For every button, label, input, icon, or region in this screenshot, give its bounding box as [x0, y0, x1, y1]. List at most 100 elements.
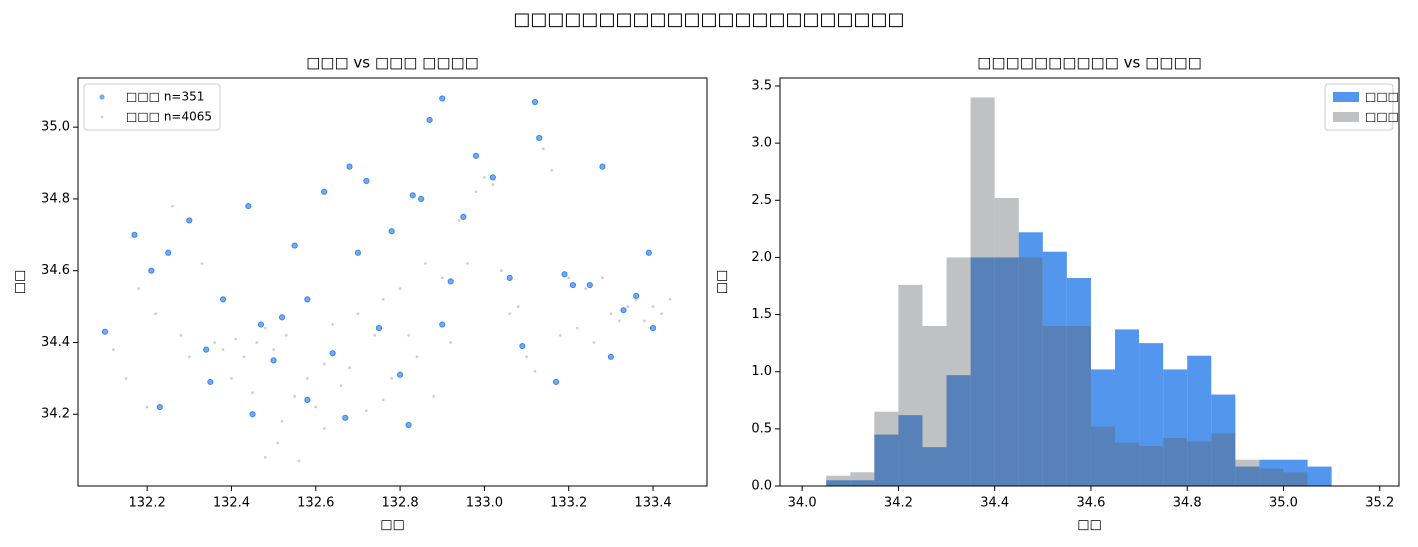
legend-swatch	[1333, 92, 1359, 102]
y-tick-label: 2.5	[751, 193, 772, 208]
background-point	[356, 312, 360, 316]
histogram-bar	[1139, 446, 1164, 486]
point	[426, 116, 433, 124]
background-point	[474, 190, 478, 194]
x-tick-label: 132.6	[297, 496, 334, 511]
background-point	[660, 312, 663, 316]
background-point	[322, 362, 326, 366]
background-point	[305, 376, 309, 380]
background-point	[331, 323, 335, 326]
histogram-bar	[826, 475, 851, 486]
background-point	[550, 168, 554, 172]
legend-marker	[100, 115, 104, 119]
histogram-bar	[946, 375, 971, 486]
point	[148, 267, 155, 274]
x-tick-label: 132.2	[129, 496, 166, 511]
x-tick-label: 34.6	[1076, 496, 1105, 511]
y-tick-label: 3.0	[751, 136, 772, 151]
x-tick-label: 34.0	[788, 496, 817, 511]
background-point	[339, 384, 343, 387]
background-point	[348, 366, 351, 369]
histogram-bar	[970, 97, 995, 486]
y-tick-label: 1.0	[751, 364, 772, 379]
x-tick-label: 133.2	[550, 496, 587, 511]
background-point	[449, 341, 453, 344]
background-point	[187, 355, 191, 359]
histogram-bar	[1307, 466, 1332, 486]
histogram-bar	[1090, 369, 1116, 486]
legend-box	[83, 83, 221, 131]
background-point	[457, 219, 461, 222]
background-point	[154, 312, 157, 316]
background-point	[251, 391, 254, 395]
point	[342, 414, 349, 421]
histogram-bar	[1235, 459, 1260, 486]
point	[645, 249, 652, 256]
background-point	[200, 262, 204, 265]
background-point	[263, 326, 267, 330]
legend-label: □□□ n=351	[126, 90, 204, 104]
background-point	[525, 355, 528, 359]
x-tick-label: 132.4	[213, 496, 250, 511]
background-point	[634, 298, 638, 301]
point	[552, 378, 560, 386]
point	[472, 152, 480, 159]
background-point	[558, 333, 562, 337]
point	[649, 325, 657, 332]
histogram-bar	[874, 434, 899, 486]
histogram-bar	[850, 480, 875, 486]
histogram-bar	[1090, 426, 1116, 486]
point	[439, 95, 446, 102]
histogram-bar	[1283, 459, 1308, 486]
background-point	[390, 376, 394, 380]
point	[599, 163, 606, 170]
histogram-bar	[1139, 343, 1164, 486]
point	[586, 281, 593, 289]
background-point	[145, 405, 149, 409]
y-tick-label: 3.5	[751, 79, 772, 94]
point	[405, 421, 412, 429]
histogram-bar	[994, 198, 1019, 486]
histogram-bar	[898, 284, 923, 486]
histogram-bar	[1187, 441, 1212, 486]
legend-label: □□□	[1365, 90, 1399, 104]
x-axis-label: □□	[380, 518, 405, 533]
background-point	[221, 348, 225, 352]
background-point	[137, 287, 141, 291]
point	[304, 396, 311, 403]
figure-title: □□□□□□□□□□□□□□□□□□□□□□□	[513, 9, 904, 30]
background-point	[499, 269, 503, 273]
point	[304, 296, 311, 303]
background-point	[263, 455, 267, 459]
histogram-bar	[898, 415, 923, 486]
point	[278, 314, 286, 321]
axes-frame	[77, 77, 708, 487]
y-tick-label: 0.5	[751, 421, 772, 436]
point	[270, 357, 277, 364]
axes-frame	[779, 77, 1400, 487]
background-point	[466, 262, 469, 265]
histogram-bar	[874, 411, 899, 486]
legend-label: □□□	[1365, 110, 1399, 124]
point	[633, 292, 640, 299]
axes-title: □□□□□□□□□□ vs □□□□	[977, 54, 1202, 72]
background-point	[407, 333, 410, 337]
x-tick-label: 35.0	[1269, 496, 1298, 511]
background-point	[398, 287, 402, 291]
point	[439, 321, 446, 328]
point	[131, 231, 138, 238]
y-tick-label: 34.4	[41, 335, 70, 350]
point	[257, 321, 265, 328]
x-tick-label: 34.2	[884, 496, 913, 511]
background-point	[592, 341, 596, 344]
background-point	[508, 312, 512, 316]
background-point	[617, 319, 621, 323]
background-point	[280, 420, 284, 423]
background-point	[651, 305, 655, 308]
background-point	[284, 333, 288, 337]
background-point	[542, 147, 545, 151]
point	[156, 403, 163, 411]
point	[203, 346, 210, 353]
histogram-bar	[850, 472, 875, 486]
